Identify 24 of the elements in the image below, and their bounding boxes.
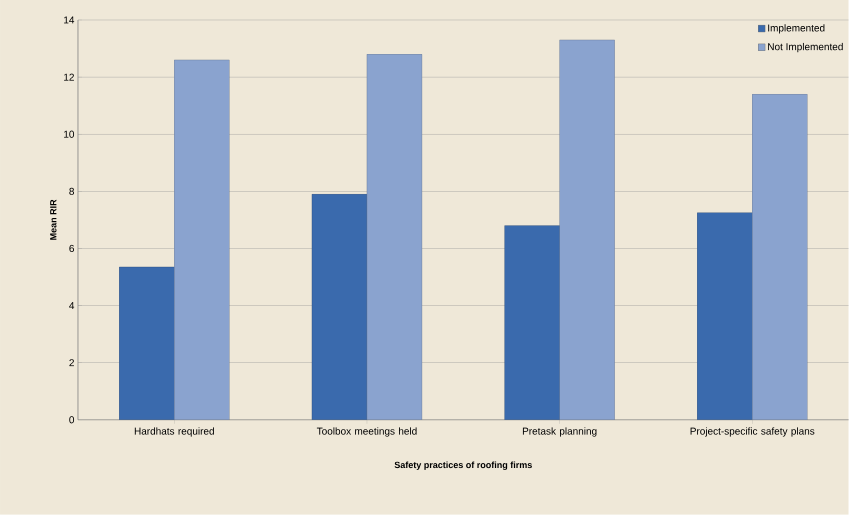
- y-tick-label: 0: [69, 416, 74, 424]
- bar: [504, 226, 560, 420]
- x-tick-label: Hardhats required: [134, 427, 214, 437]
- y-tick-label: 4: [69, 302, 74, 310]
- bar: [697, 212, 752, 420]
- y-tick-label: 12: [64, 74, 74, 81]
- bar: [119, 266, 175, 420]
- x-tick-label: Toolbox meetings held: [316, 427, 417, 437]
- y-tick-label: 14: [64, 16, 74, 24]
- y-tick-label: 8: [69, 188, 74, 195]
- x-tick-label: Pretask planning: [522, 427, 596, 437]
- x-axis-title: Safety practices of roofing firms: [394, 462, 532, 470]
- bar: [559, 40, 615, 420]
- legend-label: Not Implemented: [768, 43, 843, 52]
- x-tick-label: Project-specific safety plans: [690, 427, 814, 437]
- y-tick-label: 6: [69, 245, 74, 252]
- legend-label: Implemented: [768, 24, 824, 34]
- y-axis-title: Mean RIR: [50, 200, 56, 240]
- bar: [312, 194, 368, 420]
- bar: [174, 60, 230, 420]
- y-tick-label: 2: [69, 359, 74, 366]
- y-tick-label: 10: [64, 130, 74, 138]
- bar: [752, 94, 808, 420]
- bar: [366, 54, 422, 420]
